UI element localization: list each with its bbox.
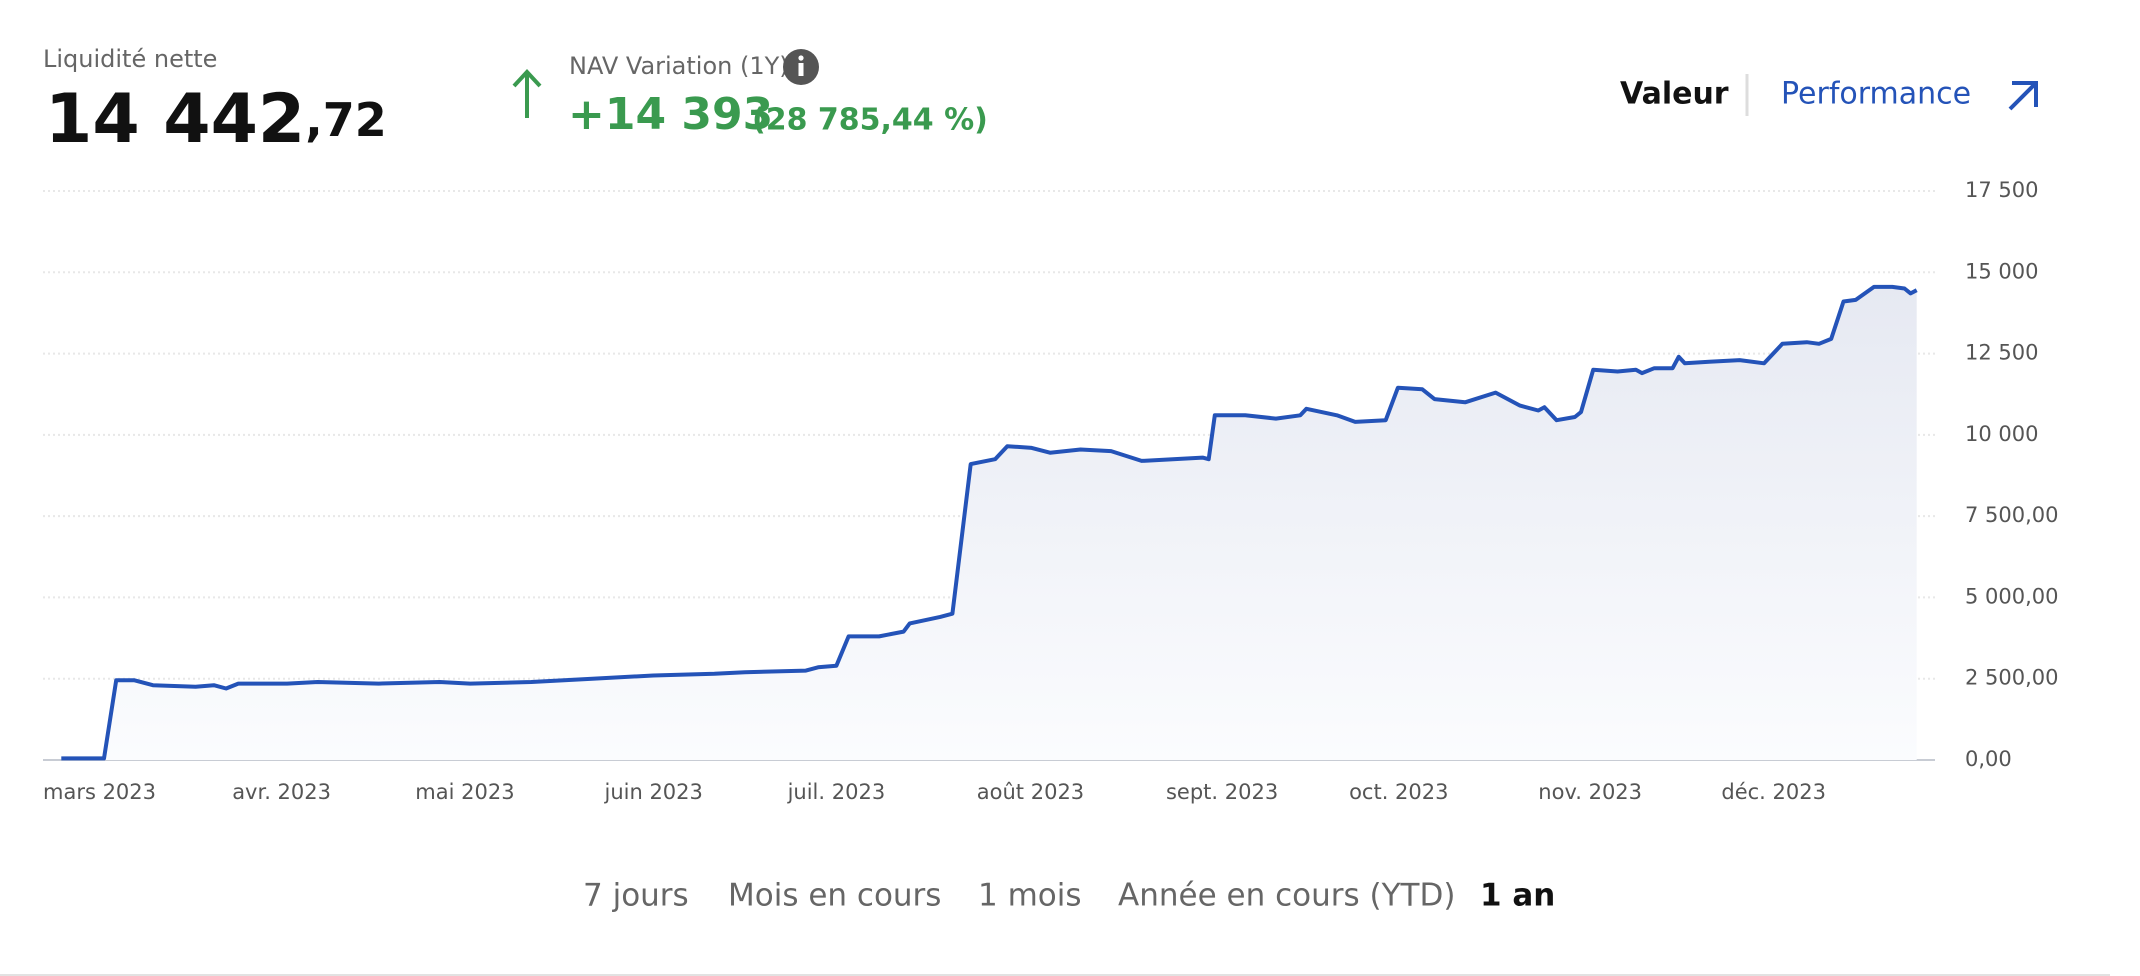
nav-change: +14 393: [568, 89, 773, 140]
y-tick-label: 5 000,00: [1965, 584, 2059, 608]
area: [61, 286, 1917, 760]
y-tick-label: 15 000: [1965, 259, 2038, 283]
y-tick-label: 17 500: [1965, 178, 2038, 202]
x-tick-label: oct. 2023: [1349, 780, 1448, 804]
x-tick-label: nov. 2023: [1538, 780, 1642, 804]
range-button[interactable]: Année en cours (YTD): [1118, 878, 1455, 914]
toggle-value[interactable]: Valeur: [1620, 77, 1729, 112]
range-selector: 7 jours Mois en cours 1 mois Année en cours…: [583, 878, 1555, 914]
y-tick-label: 10 000: [1965, 422, 2038, 446]
info-icon[interactable]: [783, 49, 819, 85]
y-tick-label: 2 500,00: [1965, 666, 2059, 690]
net-liquidity-dec: ,72: [305, 93, 387, 147]
chart: 0,00 2 500,00 5 000,00 7 500,00 10 000 12 500…: [43, 178, 2059, 804]
x-tick-label: sept. 2023: [1166, 780, 1278, 804]
x-tick-label: mai 2023: [415, 780, 514, 804]
nav-label: NAV Variation (1Y): [569, 52, 789, 80]
nav-change-pct: (28 785,44 %): [752, 103, 988, 138]
toggle-performance[interactable]: Performance: [1781, 77, 1971, 112]
range-button[interactable]: Mois en cours: [728, 878, 941, 914]
line: [61, 284, 1918, 761]
x-tick-label: juil. 2023: [787, 780, 886, 804]
net-liquidity-label: Liquidité nette: [43, 45, 217, 73]
y-tick-label: 12 500: [1965, 341, 2038, 365]
range-button[interactable]: 7 jours: [583, 878, 689, 914]
up-arrow: [512, 69, 542, 118]
y-tick-label: 7 500,00: [1965, 503, 2059, 527]
x-tick-label: déc. 2023: [1721, 780, 1826, 804]
range-button[interactable]: 1 mois: [978, 878, 1082, 914]
range-button[interactable]: 1 an: [1480, 878, 1555, 914]
net-liquidity-value: 14 442,72: [45, 80, 387, 159]
net-liquidity-int: 14 442: [45, 80, 305, 159]
x-tick-label: mars 2023: [43, 780, 156, 804]
y-tick-label: 0,00: [1965, 747, 2012, 771]
x-tick-label: août 2023: [977, 780, 1084, 804]
x-tick-label: juin 2023: [603, 780, 702, 804]
x-tick-label: avr. 2023: [232, 780, 331, 804]
external-arrow[interactable]: [2008, 81, 2038, 111]
